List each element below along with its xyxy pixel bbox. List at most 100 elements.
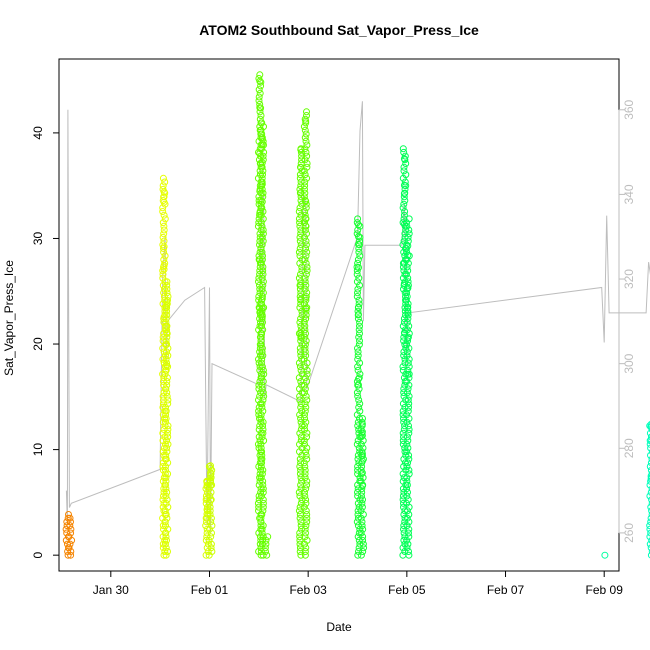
scatter-point	[301, 322, 309, 330]
scatter-point	[403, 440, 411, 448]
scatter-point	[401, 359, 409, 367]
scatter-point	[301, 440, 308, 448]
scatter-point	[301, 211, 309, 219]
scatter-point	[297, 182, 305, 190]
scatter-point	[647, 475, 650, 483]
scatter-point	[355, 403, 363, 411]
scatter-point	[159, 281, 167, 289]
scatter-point	[162, 544, 170, 552]
scatter-point	[303, 536, 311, 544]
scatter-point	[258, 525, 266, 533]
scatter-point	[301, 134, 309, 142]
scatter-point	[355, 375, 362, 383]
scatter-point	[67, 548, 75, 555]
scatter-point	[405, 226, 413, 234]
scatter-point	[258, 307, 266, 315]
scatter-point	[259, 267, 267, 275]
scatter-point	[67, 525, 75, 533]
x-tick-label: Feb 05	[388, 583, 426, 597]
scatter-point	[164, 400, 172, 408]
scatter-point	[301, 274, 309, 282]
scatter-point	[354, 492, 362, 500]
scatter-point	[303, 455, 311, 463]
y2-tick-label: 360	[622, 99, 636, 119]
scatter-point	[259, 189, 267, 197]
scatter-point	[259, 152, 267, 160]
scatter-point	[296, 219, 304, 227]
scatter-point	[647, 551, 650, 559]
scatter-column	[300, 108, 311, 559]
scatter-point	[257, 411, 265, 419]
scatter-point	[403, 522, 411, 530]
scatter-point	[296, 363, 304, 371]
scatter-point	[163, 348, 170, 356]
scatter-point	[258, 296, 265, 304]
scatter-point	[257, 474, 265, 482]
scatter-point	[207, 518, 215, 526]
scatter-point	[400, 155, 408, 163]
scatter-point	[257, 337, 265, 345]
y-tick-label: 10	[31, 443, 45, 457]
scatter-point	[163, 326, 171, 334]
scatter-point	[303, 366, 311, 374]
scatter-point	[257, 463, 265, 470]
scatter-point	[401, 208, 409, 215]
scatter-point	[66, 514, 74, 522]
scatter-point	[207, 496, 214, 504]
scatter-point	[164, 503, 172, 511]
scatter-point	[303, 378, 311, 385]
scatter-point	[296, 411, 304, 419]
scatter-point	[355, 333, 363, 341]
scatter-point	[354, 344, 361, 352]
scatter-point	[297, 241, 305, 249]
scatter-point	[303, 481, 311, 489]
scatter-point	[353, 518, 361, 526]
scatter-point	[355, 240, 362, 248]
scatter-point	[354, 392, 362, 400]
scatter-point	[258, 295, 266, 303]
scatter-point	[162, 403, 169, 411]
scatter-point	[208, 548, 216, 555]
scatter-point	[260, 392, 268, 400]
scatter-point	[355, 233, 362, 241]
scatter-point	[257, 418, 265, 426]
scatter-point	[256, 104, 264, 112]
scatter-point	[254, 499, 262, 507]
scatter-point	[405, 215, 413, 223]
scatter-point	[303, 477, 311, 485]
scatter-point	[647, 436, 650, 444]
scatter-point	[259, 171, 266, 179]
scatter-point	[303, 141, 311, 149]
scatter-point	[295, 248, 303, 256]
scatter-point	[300, 437, 308, 445]
scatter-point	[162, 477, 170, 485]
scatter-point	[356, 400, 364, 408]
scatter-point	[259, 215, 267, 223]
scatter-point	[256, 115, 264, 123]
scatter-point	[400, 529, 408, 537]
scatter-point	[257, 522, 265, 530]
scatter-point	[358, 492, 365, 500]
scatter-point	[647, 518, 650, 526]
scatter-point	[258, 233, 266, 241]
scatter-point	[302, 529, 309, 537]
scatter-point	[403, 463, 411, 470]
scatter-point	[357, 507, 365, 515]
scatter-point	[405, 511, 413, 518]
scatter-point	[162, 318, 170, 326]
scatter-point	[260, 370, 268, 378]
scatter-point	[297, 282, 305, 289]
scatter-point	[356, 359, 364, 367]
scatter-point	[163, 448, 171, 456]
scatter-point	[301, 348, 309, 356]
scatter-point	[399, 544, 407, 552]
scatter-point	[203, 482, 211, 490]
scatter-point	[161, 363, 169, 371]
scatter-point	[159, 233, 167, 241]
scatter-point	[400, 181, 408, 189]
scatter-point	[300, 193, 308, 201]
scatter-point	[303, 174, 311, 182]
scatter-point	[162, 366, 170, 374]
scatter-point	[402, 344, 410, 352]
